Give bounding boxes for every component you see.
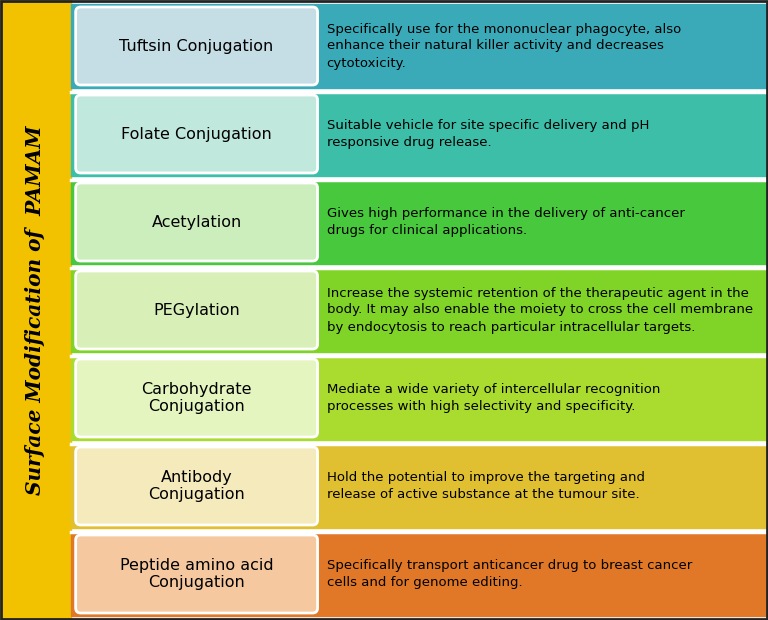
Bar: [71, 268, 768, 352]
FancyBboxPatch shape: [76, 183, 318, 261]
Bar: [71, 356, 768, 440]
Text: Suitable vehicle for site specific delivery and pH
responsive drug release.: Suitable vehicle for site specific deliv…: [326, 119, 649, 149]
FancyBboxPatch shape: [76, 535, 318, 613]
Text: PEGylation: PEGylation: [154, 303, 240, 317]
Text: Specifically use for the mononuclear phagocyte, also
enhance their natural kille: Specifically use for the mononuclear pha…: [326, 22, 680, 69]
Text: Surface Modification of  PAMAM: Surface Modification of PAMAM: [25, 125, 45, 495]
Text: Hold the potential to improve the targeting and
release of active substance at t: Hold the potential to improve the target…: [326, 471, 644, 501]
Text: Specifically transport anticancer drug to breast cancer
cells and for genome edi: Specifically transport anticancer drug t…: [326, 559, 692, 589]
Bar: [71, 4, 768, 88]
FancyBboxPatch shape: [76, 447, 318, 525]
FancyBboxPatch shape: [76, 95, 318, 173]
Text: Mediate a wide variety of intercellular recognition
processes with high selectiv: Mediate a wide variety of intercellular …: [326, 383, 660, 413]
Text: Peptide amino acid
Conjugation: Peptide amino acid Conjugation: [120, 558, 273, 590]
Text: Increase the systemic retention of the therapeutic agent in the
body. It may als: Increase the systemic retention of the t…: [326, 286, 753, 334]
Text: Gives high performance in the delivery of anti-cancer
drugs for clinical applica: Gives high performance in the delivery o…: [326, 207, 684, 237]
Bar: [71, 532, 768, 616]
Text: Carbohydrate
Conjugation: Carbohydrate Conjugation: [141, 382, 252, 414]
Bar: [71, 180, 768, 264]
FancyBboxPatch shape: [76, 7, 318, 85]
Text: Antibody
Conjugation: Antibody Conjugation: [148, 470, 245, 502]
Bar: [71, 92, 768, 176]
Bar: [0, 0, 71, 620]
FancyBboxPatch shape: [76, 359, 318, 437]
Bar: [71, 444, 768, 528]
Text: Tuftsin Conjugation: Tuftsin Conjugation: [120, 38, 273, 53]
FancyBboxPatch shape: [76, 271, 318, 349]
Text: Acetylation: Acetylation: [151, 215, 242, 229]
Text: Folate Conjugation: Folate Conjugation: [121, 126, 272, 141]
